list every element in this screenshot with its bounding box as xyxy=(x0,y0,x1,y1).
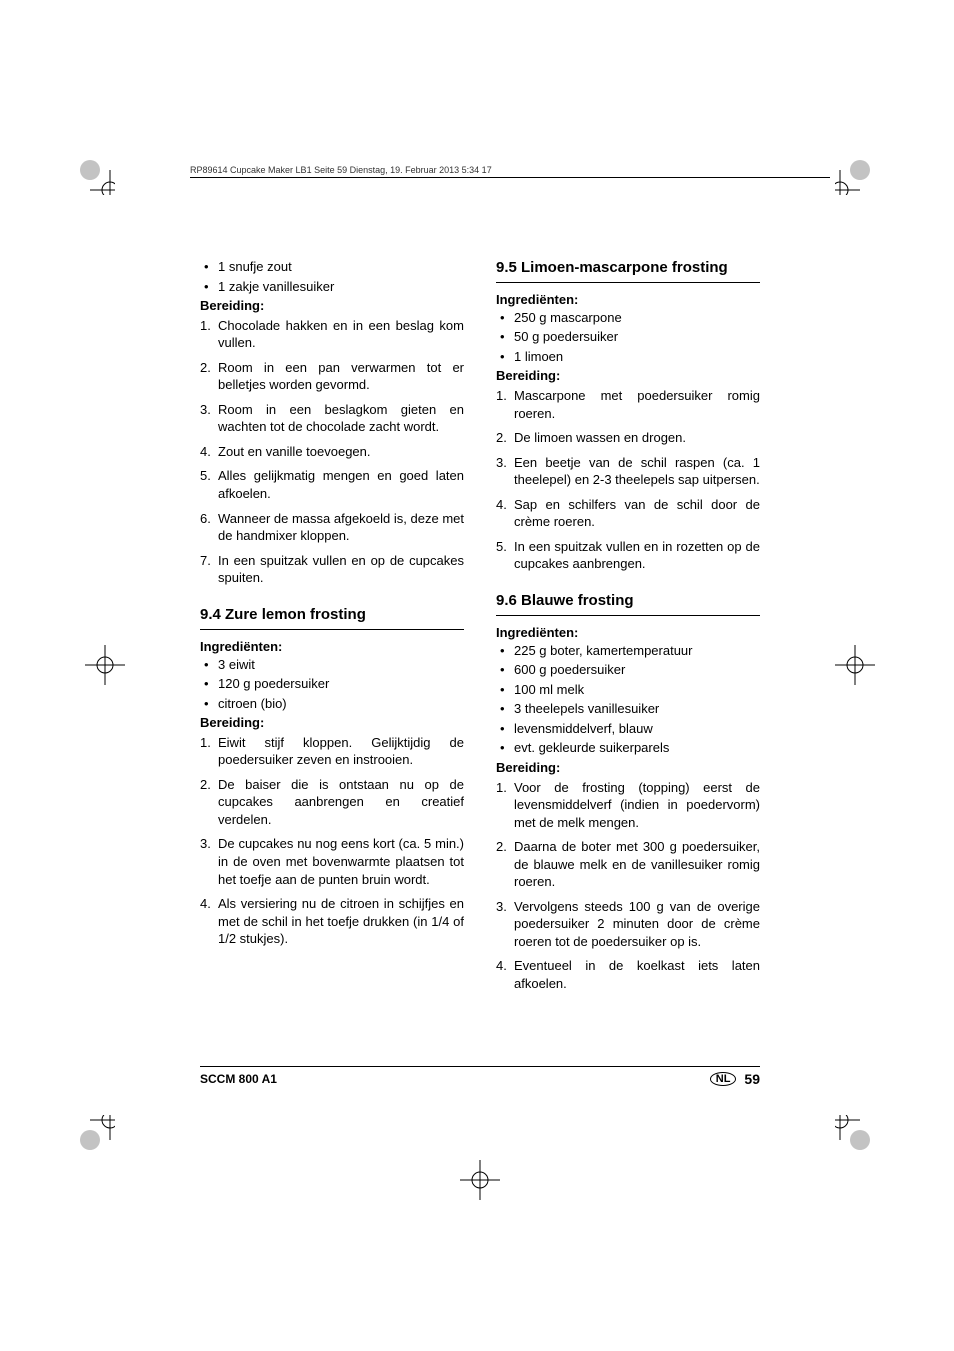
list-item: 3 eiwit xyxy=(218,656,464,674)
list-item: 4.Sap en schilfers van de schil door de … xyxy=(514,496,760,531)
page-footer: SCCM 800 A1 NL 59 xyxy=(200,1066,760,1087)
ingredients-9-4: 3 eiwit 120 g poedersuiker citroen (bio) xyxy=(200,656,464,713)
list-item: 1.Voor de frosting (topping) eerst de le… xyxy=(514,779,760,832)
list-item: evt. gekleurde suikerparels xyxy=(514,739,760,757)
intro-ingredients: 1 snufje zout 1 zakje vanillesuiker xyxy=(200,258,464,295)
language-badge: NL xyxy=(710,1072,737,1086)
list-item: 4.Zout en vanille toevoegen. xyxy=(218,443,464,461)
list-item: 7.In een spuitzak vullen en op de cupcak… xyxy=(218,552,464,587)
reg-mark-bl xyxy=(65,1115,115,1165)
list-item: 225 g boter, kamertemperatuur xyxy=(514,642,760,660)
list-item: citroen (bio) xyxy=(218,695,464,713)
list-item: 6.Wanneer de massa afgekoeld is, deze me… xyxy=(218,510,464,545)
list-item: 2.De baiser die is ontstaan nu op de cup… xyxy=(218,776,464,829)
ingredients-label: Ingrediënten: xyxy=(496,624,760,642)
ingredients-label: Ingrediënten: xyxy=(496,291,760,309)
heading-9-4: 9.4 Zure lemon frosting xyxy=(200,605,464,630)
model-number: SCCM 800 A1 xyxy=(200,1072,277,1086)
list-item: 1.Eiwit stijf kloppen. Gelijktijdig de p… xyxy=(218,734,464,769)
list-item: 2.De limoen wassen en drogen. xyxy=(514,429,760,447)
list-item: 5.In een spuitzak vullen en in rozetten … xyxy=(514,538,760,573)
reg-mark-ml xyxy=(80,640,130,690)
prep-steps: 1.Chocolade hakken en in een beslag kom … xyxy=(200,317,464,587)
list-item: 50 g poedersuiker xyxy=(514,328,760,346)
list-item: 2.Room in een pan verwarmen tot er belle… xyxy=(218,359,464,394)
list-item: 1.Chocolade hakken en in een beslag kom … xyxy=(218,317,464,352)
left-column: 1 snufje zout 1 zakje vanillesuiker Bere… xyxy=(200,258,464,1000)
prep-label: Bereiding: xyxy=(200,714,464,732)
list-item: 1.Mascarpone met poedersuiker romig roer… xyxy=(514,387,760,422)
reg-mark-bc xyxy=(455,1155,505,1205)
steps-9-5: 1.Mascarpone met poedersuiker romig roer… xyxy=(496,387,760,573)
list-item: 5.Alles gelijkmatig mengen en goed laten… xyxy=(218,467,464,502)
right-column: 9.5 Limoen-mascarpone frosting Ingrediën… xyxy=(496,258,760,1000)
list-item: 1 zakje vanillesuiker xyxy=(218,278,464,296)
page-number: 59 xyxy=(744,1071,760,1087)
list-item: 2.Daarna de boter met 300 g poedersuiker… xyxy=(514,838,760,891)
prep-label: Bereiding: xyxy=(200,297,464,315)
prep-label: Bereiding: xyxy=(496,367,760,385)
reg-mark-mr xyxy=(830,640,880,690)
ingredients-9-6: 225 g boter, kamertemperatuur 600 g poed… xyxy=(496,642,760,757)
heading-9-5: 9.5 Limoen-mascarpone frosting xyxy=(496,258,760,283)
list-item: 3.Een beetje van de schil raspen (ca. 1 … xyxy=(514,454,760,489)
ingredients-9-5: 250 g mascarpone 50 g poedersuiker 1 lim… xyxy=(496,309,760,366)
list-item: 4.Als versiering nu de citroen in schijf… xyxy=(218,895,464,948)
reg-mark-tr xyxy=(835,145,885,195)
main-content: 1 snufje zout 1 zakje vanillesuiker Bere… xyxy=(200,258,760,1000)
list-item: 100 ml melk xyxy=(514,681,760,699)
list-item: levensmiddelverf, blauw xyxy=(514,720,760,738)
list-item: 3.De cupcakes nu nog eens kort (ca. 5 mi… xyxy=(218,835,464,888)
steps-9-6: 1.Voor de frosting (topping) eerst de le… xyxy=(496,779,760,993)
list-item: 3.Room in een beslagkom gieten en wachte… xyxy=(218,401,464,436)
ingredients-label: Ingrediënten: xyxy=(200,638,464,656)
reg-mark-tl xyxy=(65,145,115,195)
list-item: 4.Eventueel in de koelkast iets laten af… xyxy=(514,957,760,992)
list-item: 1 limoen xyxy=(514,348,760,366)
steps-9-4: 1.Eiwit stijf kloppen. Gelijktijdig de p… xyxy=(200,734,464,948)
heading-9-6: 9.6 Blauwe frosting xyxy=(496,591,760,616)
list-item: 120 g poedersuiker xyxy=(218,675,464,693)
list-item: 250 g mascarpone xyxy=(514,309,760,327)
list-item: 600 g poedersuiker xyxy=(514,661,760,679)
list-item: 1 snufje zout xyxy=(218,258,464,276)
prep-label: Bereiding: xyxy=(496,759,760,777)
list-item: 3 theelepels vanillesuiker xyxy=(514,700,760,718)
reg-mark-br xyxy=(835,1115,885,1165)
print-header: RP89614 Cupcake Maker LB1 Seite 59 Diens… xyxy=(190,165,830,178)
list-item: 3.Vervolgens steeds 100 g van de overige… xyxy=(514,898,760,951)
